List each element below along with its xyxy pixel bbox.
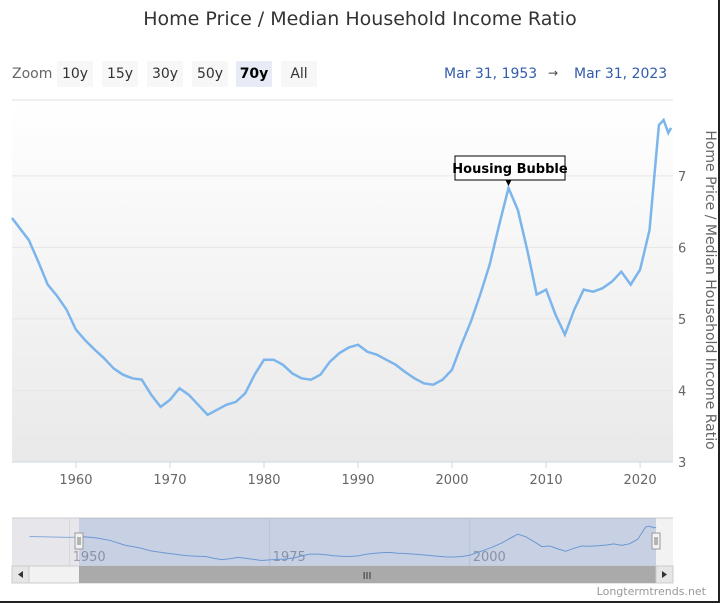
x-tick-label: 1970 (153, 473, 186, 488)
x-tick-label: 2000 (435, 473, 468, 488)
navigator-tick-label: 1975 (273, 550, 306, 565)
housing-bubble-annotation: Housing Bubble (452, 155, 568, 186)
navigator-line (29, 525, 657, 562)
navigator-selected-range[interactable] (79, 518, 656, 566)
scrollbar-grip: III (363, 571, 372, 582)
annotation-box (454, 155, 566, 181)
zoom-all-button[interactable]: All (281, 61, 317, 87)
x-tick-label: 2020 (624, 473, 657, 488)
annotation-pointer (505, 180, 512, 186)
credits-link[interactable]: Longtermtrends.net (596, 585, 706, 598)
plot-background (12, 100, 673, 462)
zoom-30y-button[interactable]: 30y (147, 61, 183, 87)
range-to-input[interactable]: Mar 31, 2023 (574, 66, 668, 82)
x-tick-label: 1990 (341, 473, 374, 488)
zoom-15y-button[interactable]: 15y (102, 61, 138, 87)
arrow-right-icon (662, 571, 667, 578)
navigator-tick-label: 2000 (473, 550, 506, 565)
zoom-10y-button[interactable]: 10y (57, 61, 93, 87)
arrow-left-icon (18, 571, 23, 578)
y-tick-label: 3 (678, 456, 686, 471)
navigator-mask-left (12, 518, 79, 566)
range-from-input[interactable]: Mar 31, 1953 (444, 66, 538, 82)
x-tick-label: 1980 (247, 473, 280, 488)
navigator-handle-right[interactable] (651, 532, 661, 550)
annotation-label: Housing Bubble (452, 162, 568, 177)
range-arrow: → (548, 66, 559, 80)
navigator-tick-label: 1950 (73, 550, 106, 565)
y-tick-label: 5 (678, 313, 686, 328)
zoom-70y-button[interactable]: 70y (236, 61, 272, 87)
navigator-background (12, 518, 673, 566)
y-axis-title: Home Price / Median Household Income Rat… (702, 130, 718, 449)
navigator-handle-left[interactable] (74, 532, 84, 550)
zoom-label: Zoom (12, 66, 53, 82)
scrollbar-thumb[interactable] (79, 566, 656, 583)
x-tick-label: 2010 (530, 473, 563, 488)
chart-title: Home Price / Median Household Income Rat… (143, 8, 577, 30)
series-line (11, 117, 673, 417)
x-tick-label: 1960 (59, 473, 92, 488)
y-tick-label: 4 (678, 384, 686, 399)
y-tick-label: 6 (678, 241, 686, 256)
y-tick-label: 7 (678, 170, 686, 185)
zoom-50y-button[interactable]: 50y (192, 61, 228, 87)
